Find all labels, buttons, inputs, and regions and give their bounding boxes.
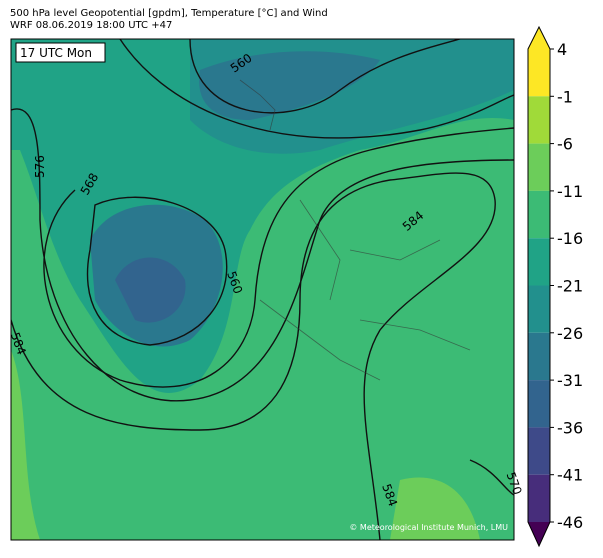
colorbar-band xyxy=(528,474,550,522)
time-label-box xyxy=(15,42,106,63)
credit: © Meteorological Institute Munich, LMU xyxy=(349,523,508,532)
colorbar-extend-bottom xyxy=(528,522,550,546)
colorbar-tick-label: 4 xyxy=(557,40,567,59)
colorbar-band xyxy=(528,190,550,239)
colorbar-tick-label: -36 xyxy=(557,418,583,437)
colorbar-band xyxy=(528,238,550,286)
subtitle: WRF 08.06.2019 18:00 UTC +47 xyxy=(10,20,172,31)
colorbar-tick-label: -11 xyxy=(557,182,583,201)
colorbar-tick-label: -6 xyxy=(557,135,573,154)
contour-label: 576 xyxy=(33,155,47,178)
colorbar-tick-label: -26 xyxy=(557,324,583,343)
colorbar-extend-top xyxy=(528,27,550,49)
colorbar-tick-label: -21 xyxy=(557,277,583,296)
map-area xyxy=(11,39,514,540)
colorbar-band xyxy=(528,285,550,333)
colorbar-band xyxy=(528,96,550,144)
time-label: 17 UTC Mon xyxy=(20,46,92,60)
colorbar-band xyxy=(528,332,550,381)
colorbar-tick-label: -46 xyxy=(557,513,583,532)
colorbar-tick-label: -31 xyxy=(557,371,583,390)
colorbar-tick-label: -1 xyxy=(557,87,573,106)
colorbar-band xyxy=(528,143,550,191)
colorbar-band xyxy=(528,380,550,428)
colorbar-tick-label: -41 xyxy=(557,466,583,485)
colorbar-tick-label: -16 xyxy=(557,229,583,248)
title: 500 hPa level Geopotential [gpdm], Tempe… xyxy=(10,8,328,19)
colorbar-band xyxy=(528,427,550,475)
map-frame xyxy=(10,38,515,541)
colorbar-band xyxy=(528,49,550,97)
